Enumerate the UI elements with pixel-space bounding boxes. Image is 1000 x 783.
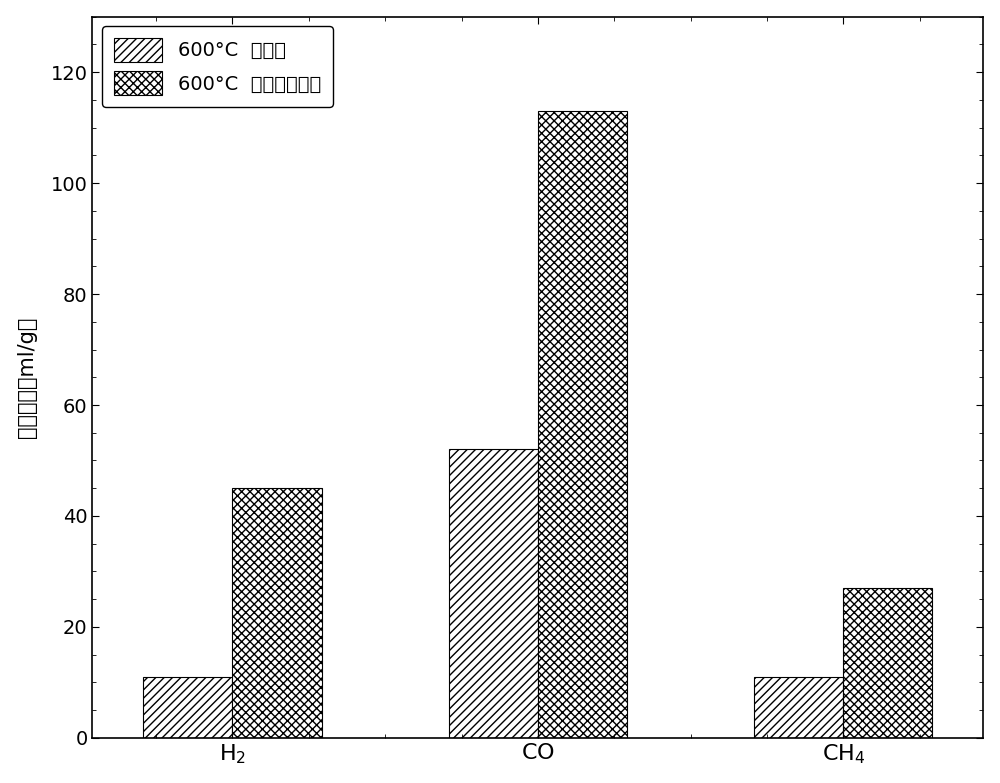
Y-axis label: 气体产率（ml/g）: 气体产率（ml/g） [17,316,37,438]
Bar [449,449,538,738]
Bar [843,588,932,738]
Bar [143,677,232,738]
Bar [232,489,322,738]
Bar [538,111,627,738]
Legend: 600°C  无偶化, 600°C  复合半焦偶化: 600°C 无偶化, 600°C 复合半焦偶化 [102,27,333,107]
Bar [754,677,843,738]
